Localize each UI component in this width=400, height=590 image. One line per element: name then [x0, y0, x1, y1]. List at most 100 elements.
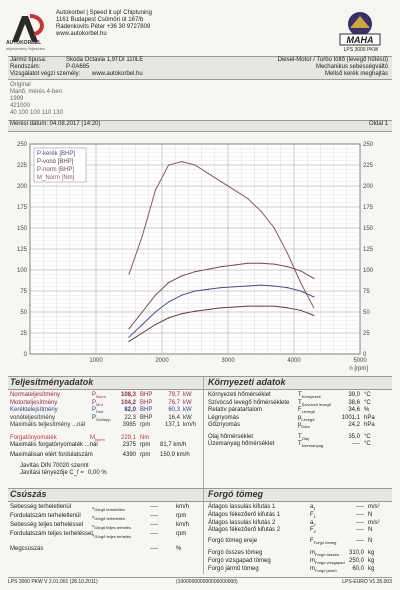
data-point [154, 311, 156, 313]
slip-value: ---- [150, 531, 158, 537]
mass-symbol: mForgó összes [310, 550, 340, 558]
slip-label: Fordulatszám teljes terheléssel [10, 531, 93, 537]
data-point [154, 324, 156, 326]
footer-rule [8, 577, 392, 578]
mass-section-title: Forgó tömeg [208, 489, 263, 499]
data-point [128, 340, 130, 342]
perf-label: Motorteljesítmény [10, 399, 58, 406]
max-torque-rpm-label: Maximális forgatónyomaték ...nál [10, 442, 98, 448]
env-unit: °C [364, 392, 371, 398]
data-point [260, 210, 262, 212]
maha-model: LPS 3000 PKW [343, 47, 379, 53]
company-line: 1161 Budapest Csömöri út 167/b [56, 17, 144, 23]
perf-value-alt: 79,7 [168, 392, 180, 398]
power-torque-chart: 0 25 50 75 100 125 150 175 200 225 250 0 25 50 75 100 12… [17, 142, 374, 372]
slip-unit: km/h [176, 522, 190, 528]
mass-value: 310,0 [348, 550, 364, 556]
maha-logo: MAHA LPS 3000 PKW [330, 10, 390, 54]
y-tick-label-left: 75 [20, 289, 27, 295]
note-line: 1999 [10, 96, 24, 102]
slip-value: ---- [150, 504, 158, 510]
perf-unit-alt: kW [183, 407, 192, 413]
data-point [273, 263, 275, 265]
perf-symbol: PRad [92, 407, 104, 415]
legend-box [33, 147, 87, 183]
data-point [286, 266, 288, 268]
data-point [154, 189, 156, 191]
env-label: Környezeti hőmérséklet [208, 392, 271, 398]
y-tick-label-right: 50 [363, 310, 370, 316]
data-point [286, 287, 288, 289]
x-tick-label: 4000 [287, 358, 301, 364]
mass-label: Átlagos lassulás kifutás 2 [208, 519, 276, 526]
perf-symbol: PNorm [92, 392, 106, 400]
env-label: Gőznyomás [208, 422, 241, 428]
data-point [260, 284, 262, 286]
env-unit: hPa [364, 414, 375, 421]
legend-entry: P-kerék [BHP] [37, 151, 75, 157]
data-point [194, 310, 196, 312]
data-point [234, 306, 236, 308]
slip-label: Megcsúszás [10, 546, 44, 552]
tester-label: Vizsgálatot végzi személy: [10, 71, 81, 77]
env-unit: °C [364, 433, 371, 440]
data-point [273, 285, 275, 287]
x-tick-label: 3000 [221, 358, 235, 364]
y-tick-label-left: 125 [17, 247, 28, 253]
env-value: 1001,1 [341, 414, 360, 421]
note-line: 40 100 100 110 130 [10, 110, 63, 116]
env-value: 34,6 [348, 407, 360, 413]
data-point [128, 336, 130, 338]
data-point [260, 262, 262, 264]
data-point [220, 181, 222, 183]
mass-symbol: F2 [310, 527, 316, 535]
footer-code: (100000000000000000000) [176, 579, 238, 585]
y-tick-label-left: 0 [24, 352, 28, 358]
plate-value: P-0A685 [66, 64, 90, 70]
data-point [181, 275, 183, 277]
perf-symbol: PMot [92, 399, 103, 407]
slip-unit: rpm [176, 513, 187, 519]
gearbox-type: Mechanikus sebességváltó [315, 64, 388, 70]
data-point [207, 268, 209, 270]
y-tick-label-right: 225 [363, 163, 374, 169]
y-tick-label-left: 250 [17, 142, 28, 148]
brand-name: AUTOKORBEL [6, 40, 42, 46]
perf-label: vonóteljesítmény [10, 414, 56, 421]
data-point [247, 285, 249, 287]
data-point [141, 332, 143, 334]
slip-label: Sebesség terheletlenül [10, 504, 72, 510]
perf-unit: BHP [140, 407, 153, 413]
x-tick-label: 2000 [155, 358, 169, 364]
data-point [286, 307, 288, 309]
din-label: Javítás DIN 70020 szerint [20, 463, 89, 469]
company-line: Radenkovits Péter +36 30 9727809 [56, 24, 151, 30]
vehicle-info-band [8, 56, 392, 80]
env-symbol: TKörnyezeti [298, 392, 321, 400]
max-speed: 150,9 km/h [160, 452, 190, 458]
din-factor-label: Javítási tényezője C_f = [20, 470, 84, 476]
mass-value: ---- [356, 527, 364, 534]
footer-software: LPS 3000 PKW V 2.01.001 (28.10.2011) [8, 579, 98, 585]
perf-unit: BHP [140, 414, 153, 421]
data-point [194, 290, 196, 292]
data-point [168, 301, 170, 303]
mass-symbol: FForgó tömeg [310, 538, 337, 546]
data-point [168, 164, 170, 166]
mass-symbol: a1 [310, 504, 316, 512]
perf-value-alt: 16,4 [168, 414, 180, 421]
perf-value: 3985 [122, 422, 136, 428]
perf-unit: BHP [140, 399, 153, 406]
vehicle-type-label: Jármű típusa: [10, 57, 47, 63]
data-point [300, 282, 302, 284]
y-tick-label-right: 100 [363, 268, 374, 274]
data-point [273, 227, 275, 229]
y-tick-label-right: 0 [363, 352, 367, 358]
perf-value: 22,3 [124, 414, 136, 421]
perf-unit-alt: kW [183, 392, 192, 398]
mass-label: Átlagos fékezőerő kifutás 2 [208, 527, 281, 534]
data-point [141, 311, 143, 313]
footer-version: LPS-EURO V1.35.003 [342, 579, 392, 585]
mass-unit: m/s² [368, 519, 380, 526]
perf-unit: rpm [140, 422, 151, 428]
